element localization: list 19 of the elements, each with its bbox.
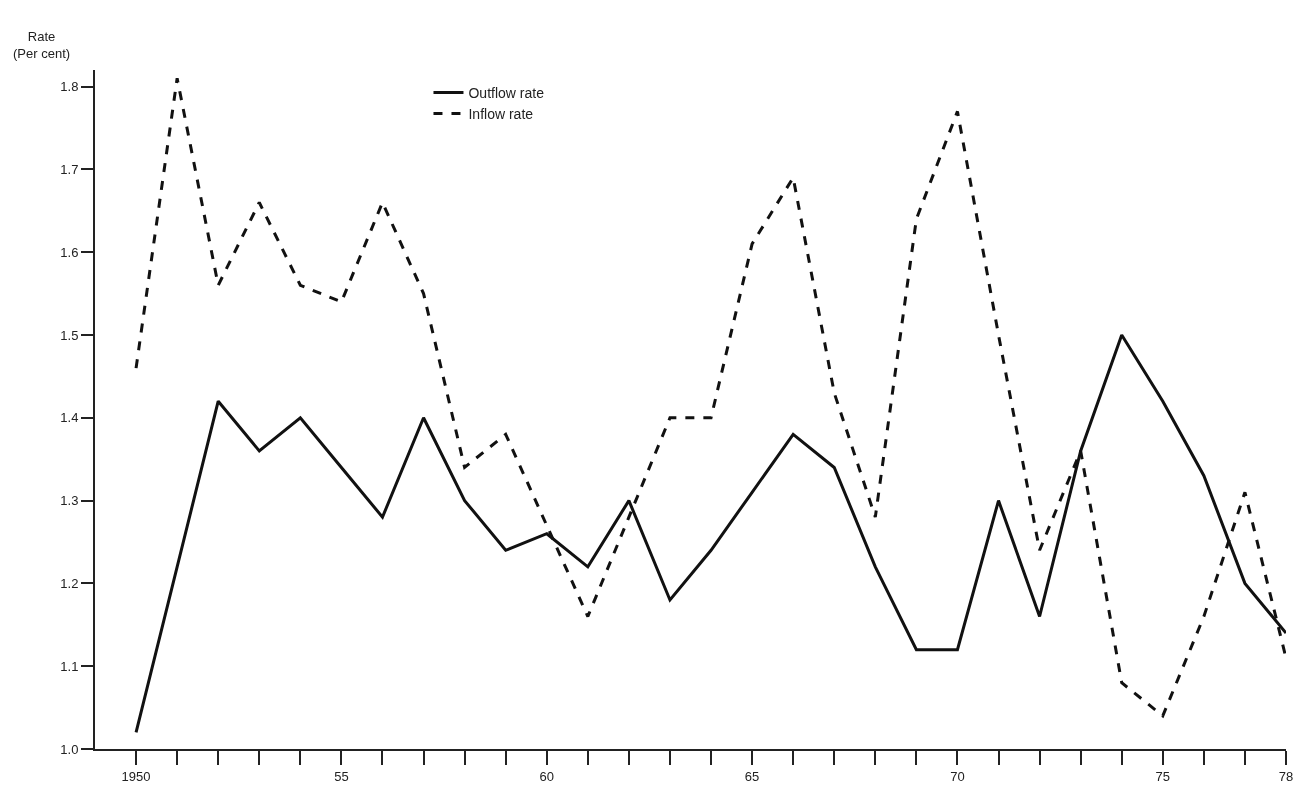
x-tick-label: 78 <box>1278 768 1294 784</box>
y-axis-title: Rate (Per cent) <box>13 29 71 61</box>
y-tick-label: 1.1 <box>60 658 79 674</box>
x-tick-label: 65 <box>744 768 760 784</box>
y-tick-label: 1.0 <box>60 741 79 757</box>
y-tick-label: 1.6 <box>60 244 79 260</box>
legend-label: Outflow rate <box>468 84 545 101</box>
y-tick-label: 1.7 <box>60 161 79 177</box>
x-tick-label: 55 <box>334 768 349 784</box>
y-tick-label: 1.5 <box>60 327 79 343</box>
y-tick-label: 1.4 <box>60 410 79 426</box>
x-tick-label: 60 <box>539 768 554 784</box>
y-tick-label: 1.2 <box>60 575 79 591</box>
x-tick-label: 75 <box>1155 768 1171 784</box>
x-tick-label: 1950 <box>121 768 151 784</box>
y-tick-label: 1.3 <box>60 493 79 509</box>
y-tick-label: 1.8 <box>60 79 79 95</box>
legend-label: Inflow rate <box>468 106 534 123</box>
x-tick-label: 70 <box>950 768 965 784</box>
